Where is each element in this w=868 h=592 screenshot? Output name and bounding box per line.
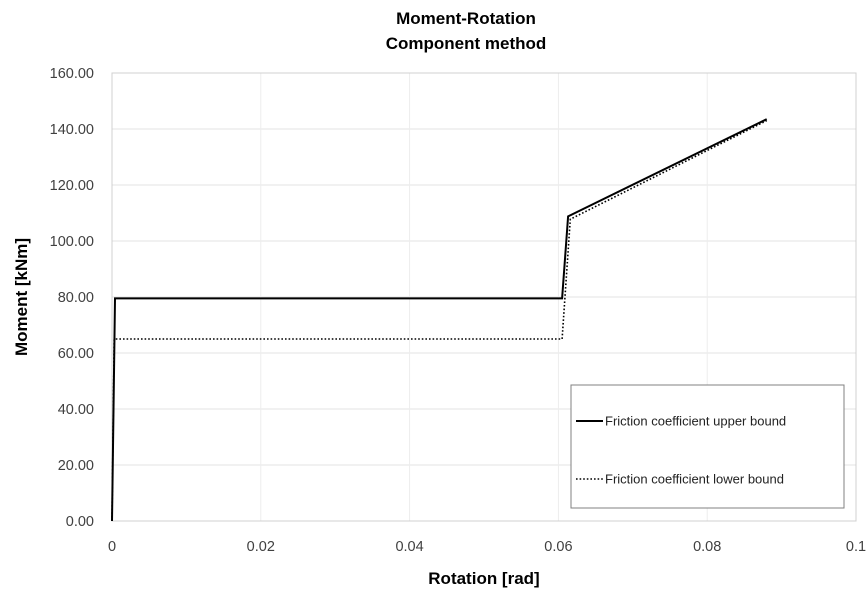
chart-title: Moment-Rotation [396,9,536,28]
legend-label-lower: Friction coefficient lower bound [605,472,784,487]
y-tick-label: 100.00 [50,234,94,250]
y-tick-label: 40.00 [58,402,94,418]
x-axis-tick-labels: 0 0.02 0.04 0.06 0.08 0.1 [108,539,866,555]
legend-box [570,384,845,509]
y-tick-label: 140.00 [50,122,94,138]
plot-area-border [111,72,857,522]
x-tick-label: 0.04 [395,539,423,555]
series-group [111,118,768,522]
y-axis-title: Moment [kNm] [12,238,31,356]
x-tick-label: 0.08 [693,539,721,555]
x-axis-title: Rotation [rad] [428,569,539,588]
y-tick-label: 160.00 [50,66,94,82]
chart-subtitle: Component method [386,34,547,53]
x-tick-label: 0.1 [846,539,866,555]
x-tick-label: 0.06 [544,539,572,555]
y-tick-label: 0.00 [66,514,94,530]
x-tick-label: 0 [108,539,116,555]
legend-label-upper: Friction coefficient upper bound [605,414,786,429]
y-tick-label: 120.00 [50,178,94,194]
legend: Friction coefficient upper bound Frictio… [570,384,845,509]
x-tick-label: 0.02 [247,539,275,555]
y-tick-label: 80.00 [58,290,94,306]
y-tick-label: 60.00 [58,346,94,362]
y-axis-tick-labels: 0.00 20.00 40.00 60.00 80.00 100.00 120.00 140.… [50,66,94,530]
y-tick-label: 20.00 [58,458,94,474]
